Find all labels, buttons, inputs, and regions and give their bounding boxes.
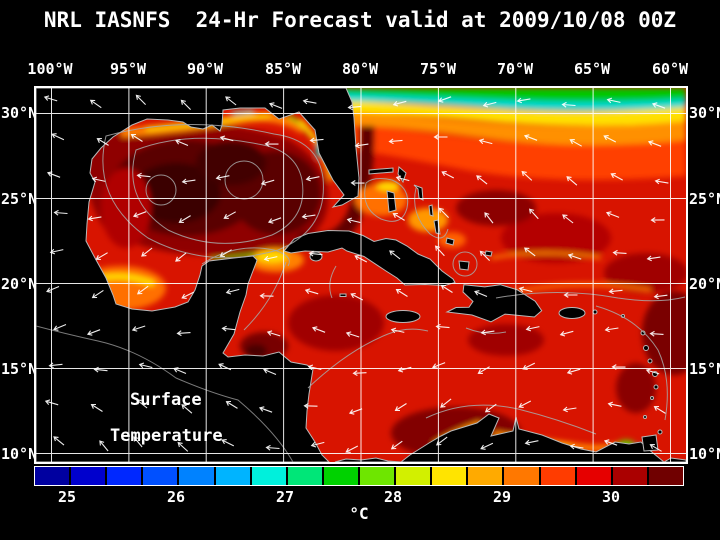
colorbar-tick-label: 26 (166, 488, 186, 506)
colorbar-tick-label: 25 (57, 488, 77, 506)
lon-tick-label: 90°W (186, 60, 224, 78)
temperature-label: Temperature (110, 426, 223, 446)
colorbar-segment (540, 467, 575, 485)
colorbar (34, 466, 684, 486)
lon-tick-label: 70°W (496, 60, 534, 78)
lon-tick-label: 80°W (341, 60, 379, 78)
lat-tick-label: 15°N (689, 360, 720, 378)
colorbar-segment (251, 467, 286, 485)
colorbar-tick-label: 28 (383, 488, 403, 506)
colorbar-segment (215, 467, 250, 485)
lon-tick-label: 60°W (651, 60, 689, 78)
sst-map: Surface Temperature (34, 86, 688, 464)
land-cuba (283, 229, 456, 287)
colorbar-segment (323, 467, 358, 485)
lon-tick-label: 95°W (109, 60, 147, 78)
colorbar-segment (35, 467, 70, 485)
sst-map-canvas (36, 88, 686, 462)
lon-tick-label: 65°W (573, 60, 611, 78)
colorbar-tick-label: 30 (601, 488, 621, 506)
colorbar-segment (396, 467, 431, 485)
land-hispaniola (445, 284, 543, 323)
grid-lines (36, 88, 686, 462)
lat-tick-label: 20°N (689, 275, 720, 293)
colorbar-segment (359, 467, 395, 485)
colorbar-segment (71, 467, 106, 485)
lat-tick-label: 25°N (1, 190, 38, 208)
colorbar-segment (576, 467, 611, 485)
lon-tick-label: 85°W (264, 60, 302, 78)
lon-tick-label: 75°W (419, 60, 457, 78)
land-trinidad (641, 434, 659, 452)
lat-tick-label: 10°N (689, 445, 720, 463)
land-bahamas (368, 166, 493, 271)
colorbar-segment (504, 467, 539, 485)
colorbar-segment (287, 467, 322, 485)
land-lesser-antilles (592, 309, 663, 452)
page-title: NRL IASNFS 24-Hr Forecast valid at 2009/… (43, 8, 677, 32)
colorbar-tick-label: 29 (492, 488, 512, 506)
lat-tick-label: 25°N (689, 190, 720, 208)
colorbar-segment (179, 467, 214, 485)
land-puerto-rico (558, 307, 586, 319)
pacific-coastline (36, 325, 294, 462)
colorbar-segment (612, 467, 647, 485)
lat-tick-label: 30°N (689, 104, 720, 122)
colorbar-segment (468, 467, 503, 485)
colorbar-segment (143, 467, 178, 485)
colorbar-tick-label: 27 (275, 488, 295, 506)
lat-tick-label: 10°N (1, 445, 38, 463)
lat-tick-label: 15°N (1, 360, 38, 378)
lat-tick-label: 30°N (1, 104, 38, 122)
lon-tick-label: 100°W (27, 60, 73, 78)
lat-tick-label: 20°N (1, 275, 38, 293)
surface-label: Surface (130, 390, 202, 410)
colorbar-segment (648, 467, 683, 485)
colorbar-segment (432, 467, 467, 485)
land-cayman (339, 293, 347, 297)
colorbar-segment (107, 467, 142, 485)
land-jamaica (385, 310, 421, 323)
contour-lines (36, 124, 686, 462)
colorbar-unit: °C (349, 504, 369, 523)
